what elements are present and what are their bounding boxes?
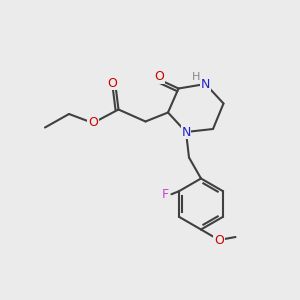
Text: O: O — [108, 76, 117, 90]
Text: N: N — [181, 125, 191, 139]
Text: O: O — [88, 116, 98, 130]
Text: F: F — [162, 188, 169, 201]
Text: O: O — [154, 70, 164, 83]
Text: O: O — [214, 233, 224, 247]
Text: N: N — [201, 77, 210, 91]
Text: H: H — [192, 71, 201, 82]
